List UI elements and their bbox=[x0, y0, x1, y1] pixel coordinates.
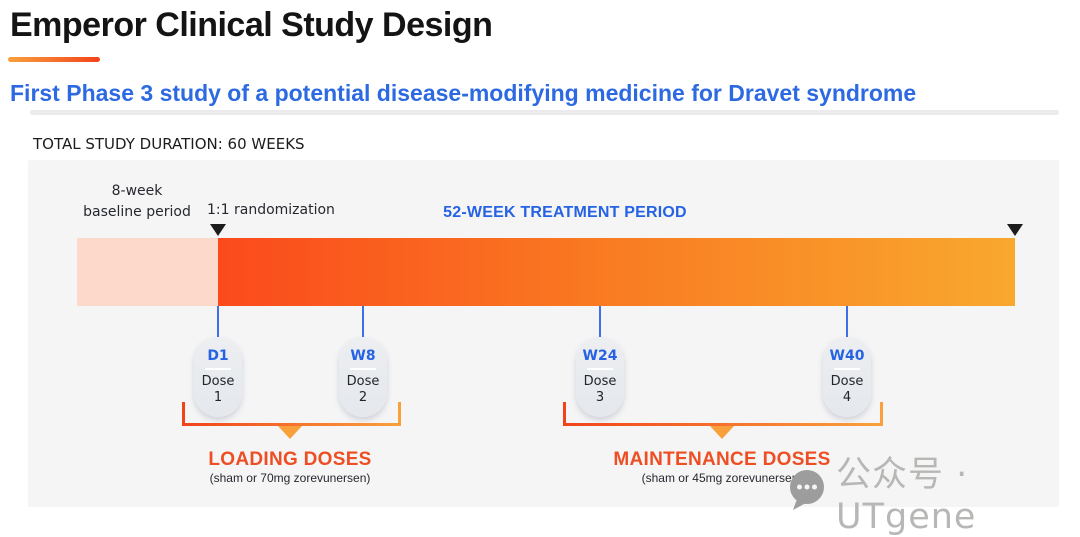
dose-marker-d1: D1 Dose 1 bbox=[194, 337, 242, 417]
treatment-period-label: 52-WEEK TREATMENT PERIOD bbox=[443, 204, 687, 221]
pill-divider bbox=[587, 368, 613, 370]
total-duration-label: TOTAL STUDY DURATION: 60 WEEKS bbox=[33, 135, 305, 153]
pill-divider bbox=[834, 368, 860, 370]
title-accent-underline bbox=[8, 57, 100, 62]
maintenance-bracket-right bbox=[880, 402, 883, 426]
header-divider bbox=[30, 110, 1059, 115]
baseline-label-line1: 8-week bbox=[111, 183, 163, 199]
randomization-label: 1:1 randomization bbox=[207, 202, 335, 218]
study-end-marker-icon bbox=[1007, 224, 1023, 236]
baseline-period-label: 8-week baseline period bbox=[57, 181, 217, 223]
dose1-connector-line bbox=[217, 306, 219, 337]
dose-label: Dose bbox=[346, 374, 380, 389]
pill-divider bbox=[350, 368, 376, 370]
page-title: Emperor Clinical Study Design bbox=[10, 6, 493, 44]
dose2-connector-line bbox=[362, 306, 364, 337]
dose-time-label: D1 bbox=[207, 348, 229, 364]
dose-marker-w8: W8 Dose 2 bbox=[339, 337, 387, 417]
study-design-panel bbox=[28, 160, 1059, 507]
loading-doses-title: LOADING DOSES bbox=[208, 449, 372, 470]
dose-label: Dose bbox=[830, 374, 864, 389]
maintenance-bracket-bottom bbox=[563, 423, 883, 426]
dose-number: 3 bbox=[595, 390, 605, 405]
dose-time-label: W8 bbox=[350, 348, 376, 364]
dose-label: Dose bbox=[583, 374, 617, 389]
chat-bubble-icon bbox=[784, 466, 830, 518]
loading-doses-subtitle: (sham or 70mg zorevunersen) bbox=[209, 471, 371, 485]
dose-marker-w40: W40 Dose 4 bbox=[823, 337, 871, 417]
maintenance-doses-title: MAINTENANCE DOSES bbox=[613, 449, 831, 470]
dose-number: 4 bbox=[842, 390, 852, 405]
dose-number: 1 bbox=[213, 390, 223, 405]
dose3-connector-line bbox=[599, 306, 601, 337]
baseline-period-bar bbox=[77, 238, 218, 306]
dose-number: 2 bbox=[358, 390, 368, 405]
pill-divider bbox=[205, 368, 231, 370]
randomization-marker-icon bbox=[210, 224, 226, 236]
dose4-connector-line bbox=[846, 306, 848, 337]
treatment-period-bar bbox=[218, 238, 1015, 306]
loading-bracket-right bbox=[398, 402, 401, 426]
page-subtitle: First Phase 3 study of a potential disea… bbox=[10, 80, 917, 106]
dose-time-label: W40 bbox=[829, 348, 865, 364]
dose-time-label: W24 bbox=[582, 348, 618, 364]
dose-marker-w24: W24 Dose 3 bbox=[576, 337, 624, 417]
loading-bracket-left bbox=[182, 402, 185, 426]
maintenance-bracket-left bbox=[563, 402, 566, 426]
maintenance-bracket-arrow-icon bbox=[710, 426, 734, 439]
watermark: 公众号 · UTgene bbox=[784, 446, 1080, 537]
watermark-text: 公众号 · UTgene bbox=[836, 455, 977, 537]
loading-bracket-arrow-icon bbox=[278, 426, 302, 439]
loading-bracket-bottom bbox=[182, 423, 401, 426]
maintenance-doses-subtitle: (sham or 45mg zorevunersen) bbox=[641, 471, 803, 485]
baseline-label-line2: baseline period bbox=[83, 204, 191, 220]
dose-label: Dose bbox=[201, 374, 235, 389]
